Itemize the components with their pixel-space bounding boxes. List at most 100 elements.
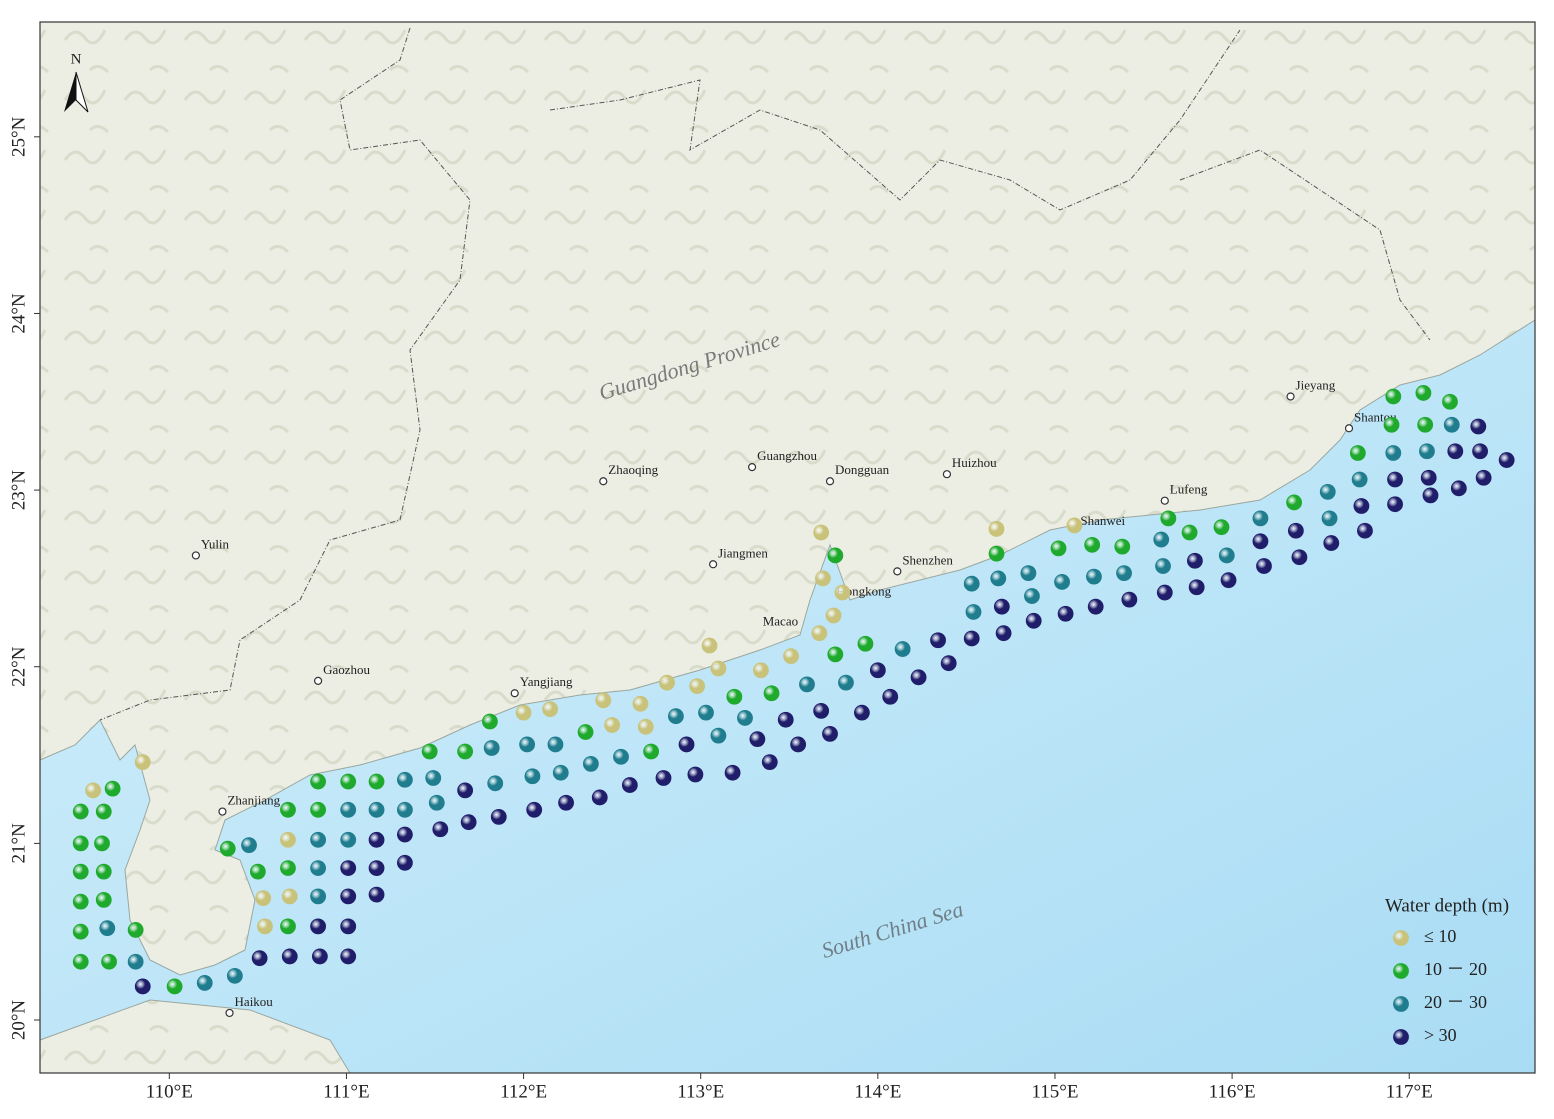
city-dot <box>313 676 323 685</box>
city-label: Guangzhou <box>757 448 817 463</box>
station <box>72 863 89 880</box>
station <box>701 637 718 654</box>
station <box>763 685 780 702</box>
station <box>811 625 828 642</box>
station <box>421 743 438 760</box>
station <box>1472 443 1488 460</box>
legend-label: 20 － 30 <box>1424 992 1487 1012</box>
city-dot <box>1344 424 1354 433</box>
station <box>542 701 559 718</box>
station <box>1057 605 1074 622</box>
station <box>1050 540 1067 557</box>
station <box>428 794 445 811</box>
station <box>710 660 727 677</box>
station <box>255 890 272 907</box>
station <box>621 777 638 793</box>
station <box>1220 572 1237 589</box>
city-dot <box>218 807 227 816</box>
station <box>813 524 830 541</box>
station <box>1291 549 1308 566</box>
station <box>1187 552 1203 569</box>
station <box>1287 522 1304 539</box>
station <box>310 918 326 935</box>
station <box>524 768 541 785</box>
station <box>1419 443 1435 460</box>
station <box>1213 519 1230 536</box>
station <box>1156 584 1173 601</box>
station <box>1470 418 1487 435</box>
station <box>582 755 599 772</box>
station <box>710 727 727 744</box>
station <box>1353 498 1370 514</box>
station <box>526 801 543 818</box>
station <box>490 808 507 825</box>
station <box>827 646 844 663</box>
station <box>226 967 243 984</box>
station <box>882 688 899 705</box>
city-label: Yangjiang <box>520 674 573 689</box>
station <box>558 794 574 811</box>
city-label: Lufeng <box>1170 482 1208 497</box>
city-dot <box>599 477 608 486</box>
station <box>1387 471 1403 488</box>
station <box>99 920 116 937</box>
station <box>659 674 675 691</box>
city-dot <box>1160 496 1169 505</box>
station <box>425 770 442 786</box>
station <box>482 713 498 730</box>
station <box>134 978 151 995</box>
station <box>1385 388 1402 405</box>
station <box>990 570 1007 587</box>
station <box>281 948 298 965</box>
city-label: Haikou <box>235 994 274 1009</box>
city-label: Jiangmen <box>718 545 768 560</box>
north-arrow: N <box>64 51 89 113</box>
station <box>72 953 89 970</box>
station <box>1385 445 1402 461</box>
station <box>72 835 89 852</box>
station <box>310 831 326 848</box>
station <box>1024 588 1040 604</box>
station <box>1357 522 1373 539</box>
place-label: Shanwei <box>1080 513 1125 528</box>
station <box>1084 536 1101 553</box>
station <box>72 923 89 940</box>
city-dot <box>191 551 200 560</box>
station <box>457 743 474 760</box>
city-dot <box>1286 392 1295 401</box>
station <box>910 669 927 686</box>
station <box>219 840 236 857</box>
north-arrow-left <box>64 72 76 112</box>
x-tick-label: 111°E <box>323 1081 369 1102</box>
city-dot <box>825 477 835 486</box>
station <box>95 891 112 908</box>
city-label: Shenzhen <box>902 552 953 567</box>
station <box>777 711 794 728</box>
y-tick-label: 23°N <box>8 470 29 511</box>
station <box>1181 524 1198 541</box>
station <box>340 831 357 848</box>
station <box>1286 494 1302 511</box>
station <box>396 771 413 788</box>
sea <box>39 319 1536 1074</box>
station <box>761 754 778 771</box>
station <box>1087 598 1104 615</box>
station <box>591 789 608 806</box>
station <box>1417 416 1434 433</box>
station <box>396 826 413 843</box>
station <box>432 821 449 838</box>
station <box>515 704 532 721</box>
station <box>838 674 854 691</box>
station <box>834 584 851 601</box>
province-border <box>99 27 1431 721</box>
station <box>249 863 266 880</box>
station <box>396 854 413 871</box>
station <box>698 704 714 721</box>
city-label: Huizhou <box>952 455 997 470</box>
station <box>1160 510 1177 527</box>
station <box>965 604 982 620</box>
x-tick-label: 116°E <box>1209 1081 1256 1102</box>
station <box>1252 510 1269 527</box>
station <box>310 860 326 876</box>
city-label: Zhanjiang <box>227 793 280 808</box>
